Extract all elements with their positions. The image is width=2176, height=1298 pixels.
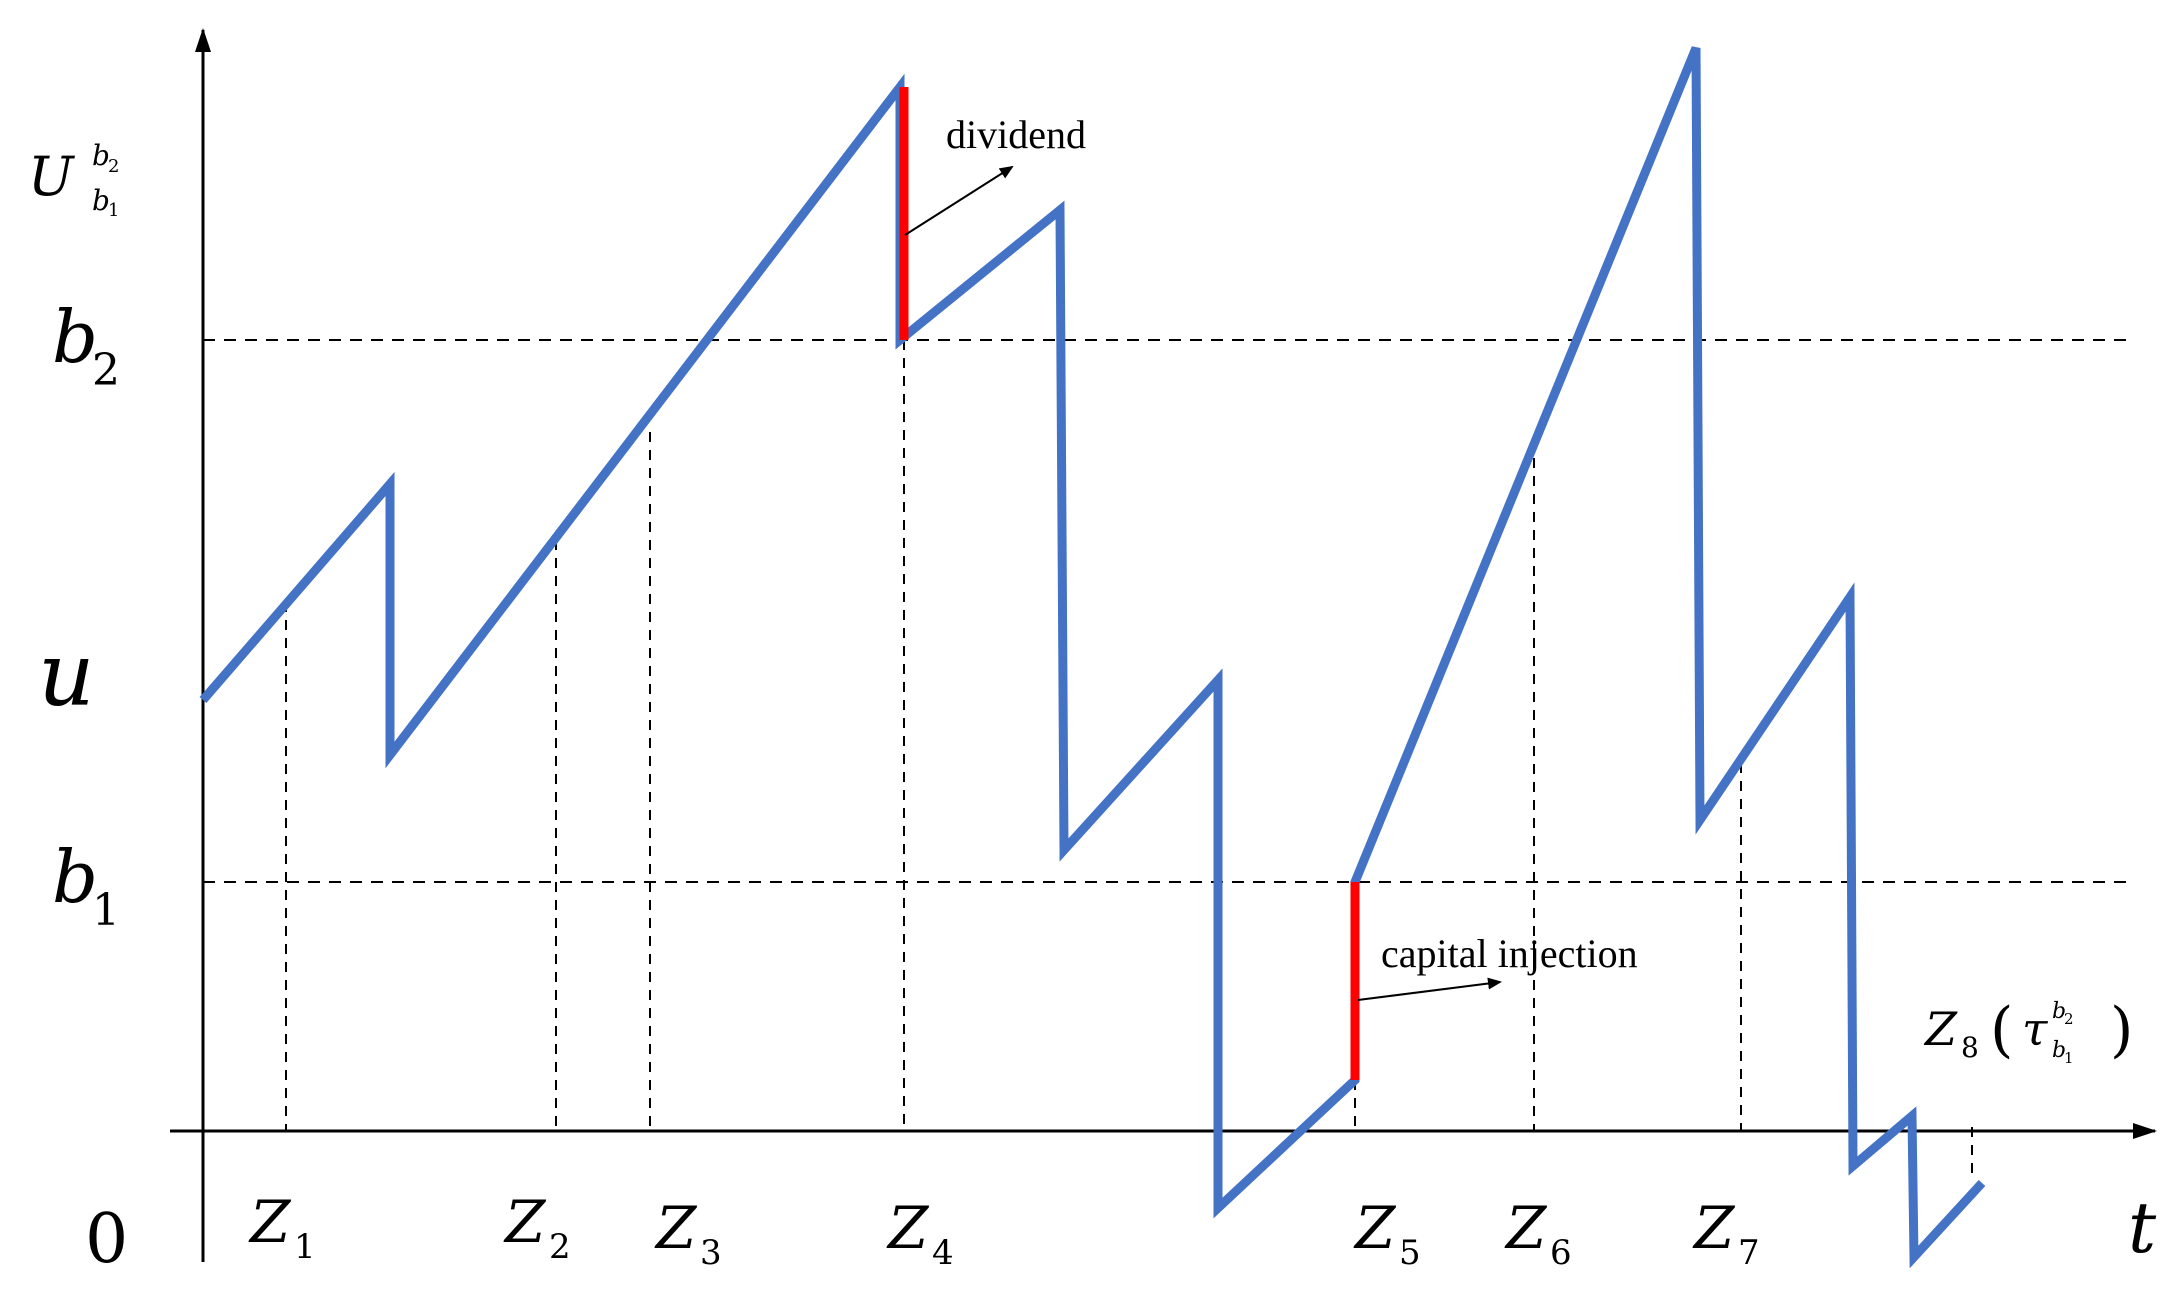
surplus-path: [199, 46, 1986, 1269]
svg-text:Z: Z: [503, 1188, 547, 1256]
dividend-arrow: [904, 165, 1014, 236]
level-label-u: u: [38, 623, 95, 726]
svg-text:1: 1: [108, 200, 119, 221]
svg-text:U: U: [28, 145, 75, 208]
svg-text:Z: Z: [248, 1188, 292, 1256]
svg-text:τ: τ: [2022, 1002, 2049, 1056]
svg-text:2: 2: [549, 1227, 571, 1267]
svg-text:1: 1: [294, 1227, 316, 1267]
svg-text:(: (: [1990, 995, 2013, 1065]
claim-time-label-z7: Z 7: [1692, 1194, 1760, 1273]
capital-injection-arrow: [1357, 977, 1502, 1001]
svg-text:u: u: [38, 623, 95, 726]
svg-text:Z: Z: [1692, 1194, 1736, 1262]
svg-text:1: 1: [92, 885, 120, 936]
svg-text:Z: Z: [1923, 1002, 1958, 1056]
svg-text:b: b: [2052, 1038, 2066, 1063]
claim-time-label-z2: Z 2: [503, 1188, 571, 1267]
svg-text:8: 8: [1961, 1031, 1979, 1064]
svg-text:Z: Z: [654, 1194, 698, 1262]
svg-text:Z: Z: [1504, 1194, 1548, 1262]
x-axis-label: t: [2128, 1187, 2157, 1269]
claim-time-label-z5: Z 5: [1353, 1194, 1421, 1273]
svg-text:2: 2: [2064, 1010, 2074, 1028]
claim-time-label-z8: Z 8 ( τ b 2 b 1 ): [1923, 995, 2133, 1067]
svg-text:): ): [2110, 995, 2133, 1065]
svg-text:b: b: [52, 295, 98, 379]
y-axis-label: U b 2 b 1: [28, 139, 119, 221]
svg-text:7: 7: [1738, 1233, 1760, 1273]
claim-time-label-z4: Z 4: [886, 1194, 954, 1273]
svg-text:1: 1: [2064, 1049, 2074, 1067]
svg-text:b: b: [2052, 999, 2066, 1024]
capital-injection-label: capital injection: [1381, 931, 1638, 976]
svg-text:2: 2: [108, 156, 119, 177]
svg-text:Z: Z: [1353, 1194, 1397, 1262]
claim-time-guides: [285, 340, 1973, 1180]
level-label-b2: b 2: [52, 295, 120, 396]
claim-time-label-z3: Z 3: [654, 1194, 722, 1273]
dividend-label: dividend: [946, 112, 1086, 157]
svg-text:b: b: [92, 139, 110, 172]
svg-text:b: b: [52, 835, 98, 919]
svg-text:4: 4: [932, 1233, 954, 1273]
svg-text:2: 2: [92, 345, 120, 396]
svg-text:6: 6: [1550, 1233, 1572, 1273]
svg-text:5: 5: [1399, 1233, 1421, 1273]
level-label-b1: b 1: [52, 835, 120, 936]
svg-text:b: b: [92, 184, 110, 217]
claim-time-label-z1: Z 1: [248, 1188, 316, 1267]
origin-label: 0: [85, 1200, 128, 1279]
svg-text:Z: Z: [886, 1194, 930, 1262]
claim-time-label-z6: Z 6: [1504, 1194, 1572, 1273]
svg-text:3: 3: [700, 1233, 722, 1273]
